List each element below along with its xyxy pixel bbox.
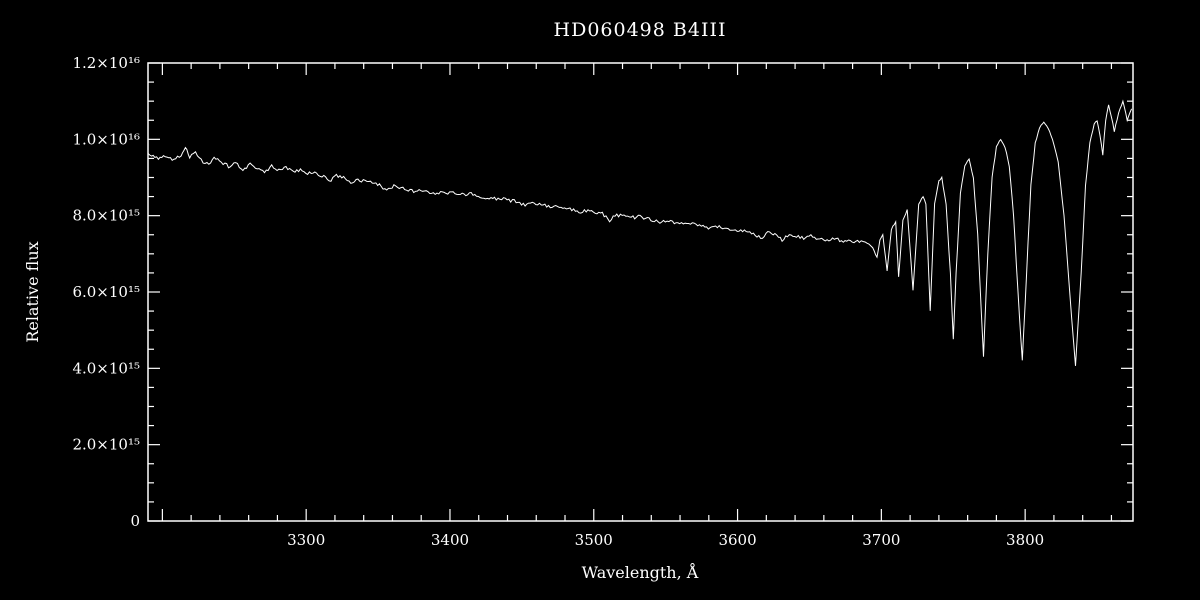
- x-tick-label: 3800: [1006, 531, 1044, 549]
- y-tick-label: 1.2×10¹⁶: [72, 54, 140, 72]
- y-tick-label: 0: [130, 512, 140, 530]
- x-tick-label: 3500: [575, 531, 613, 549]
- x-tick-label: 3600: [718, 531, 756, 549]
- plot-frame: [147, 62, 1134, 522]
- x-axis-label: Wavelength, Å: [582, 562, 699, 582]
- x-tick-label: 3300: [287, 531, 325, 549]
- plot-title: HD060498 B4III: [554, 19, 727, 41]
- y-tick-label: 4.0×10¹⁵: [72, 359, 140, 377]
- y-tick-label: 2.0×10¹⁵: [72, 436, 140, 454]
- x-tick-label: 3700: [862, 531, 900, 549]
- y-tick-label: 1.0×10¹⁶: [72, 130, 140, 148]
- x-tick-label: 3400: [431, 531, 469, 549]
- y-axis-label: Relative flux: [23, 241, 42, 342]
- y-tick-label: 6.0×10¹⁵: [72, 283, 140, 301]
- spectrum-line: [147, 99, 1133, 366]
- axis-tick-labels: 3300 3400 3500 3600 3700 3800 0 2.0×10¹⁵ 4.0×10¹…: [72, 54, 1044, 549]
- axis-ticks: [148, 62, 1133, 522]
- y-tick-label: 8.0×10¹⁵: [72, 207, 140, 225]
